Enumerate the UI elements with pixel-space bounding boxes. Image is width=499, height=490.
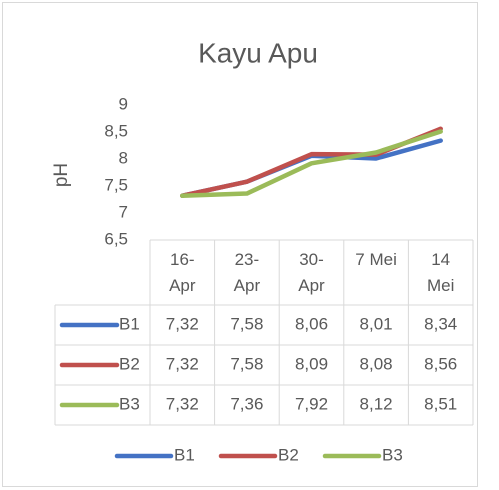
data-label: 7,36 [230, 394, 263, 413]
x-tick-label: 16-Apr [169, 250, 196, 295]
data-label: 8,01 [360, 314, 393, 333]
data-label: 7,58 [230, 354, 263, 373]
legend-label: B1 [174, 445, 195, 464]
x-tick-label: 7 Mei [355, 250, 397, 269]
data-label: 8,12 [360, 394, 393, 413]
data-label: 8,06 [295, 314, 328, 333]
legend-label: B3 [382, 445, 403, 464]
y-tick-label: 8,5 [104, 121, 128, 140]
chart-title: Kayu Apu [198, 37, 318, 68]
x-tick-label: 14 Mei [426, 250, 455, 295]
data-label: 8,51 [424, 394, 457, 413]
data-label: 7,32 [166, 394, 199, 413]
y-tick-label: 8 [119, 148, 128, 167]
data-label: 8,34 [424, 314, 457, 333]
y-tick-label: 6,5 [104, 229, 128, 248]
y-tick-label: 7,5 [104, 175, 128, 194]
data-label: 7,92 [295, 394, 328, 413]
x-tick-label: 30-Apr [298, 250, 325, 295]
table-series-name: B3 [119, 394, 140, 413]
data-label: 8,56 [424, 354, 457, 373]
data-label: 7,32 [166, 354, 199, 373]
legend-label: B2 [278, 445, 299, 464]
series-line [180, 129, 443, 198]
table-series-name: B2 [119, 354, 140, 373]
data-label: 8,08 [360, 354, 393, 373]
y-tick-label: 9 [119, 94, 128, 113]
data-label: 8,09 [295, 354, 328, 373]
table-series-name: B1 [119, 314, 140, 333]
y-axis-label: pH [51, 163, 72, 187]
data-label: 7,58 [230, 314, 263, 333]
data-label: 7,32 [166, 314, 199, 333]
y-tick-label: 7 [119, 202, 128, 221]
x-tick-label: 23-Apr [233, 250, 261, 295]
chart-border [2, 2, 478, 487]
